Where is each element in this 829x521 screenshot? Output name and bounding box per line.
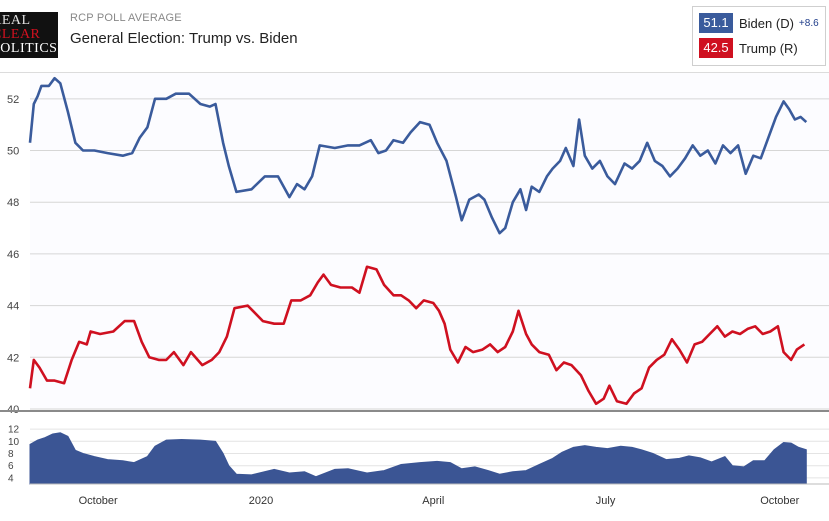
chart-title: General Election: Trump vs. Biden xyxy=(70,30,298,47)
y-tick-label-48: 48 xyxy=(7,197,19,209)
y-tick-label-52: 52 xyxy=(7,94,19,106)
logo-line-1: REAL xyxy=(0,13,31,28)
legend-box: 51.1 Biden (D) +8.6 42.5 Trump (R) xyxy=(692,6,826,66)
spread-area xyxy=(29,432,807,485)
x-tick-label-2020: 2020 xyxy=(249,495,273,507)
trump-series-line xyxy=(28,265,806,406)
legend-value-trump: 42.5 xyxy=(699,38,733,58)
y-tick-label-42: 42 xyxy=(7,352,19,364)
biden-series-line xyxy=(28,76,808,235)
spread-y-tick-label-6: 6 xyxy=(8,461,14,472)
legend-name-trump: Trump (R) xyxy=(739,40,798,56)
spread-y-tick-label-12: 12 xyxy=(8,425,20,436)
x-tick-label-july: July xyxy=(596,495,616,507)
legend-spread: +8.6 xyxy=(798,17,819,29)
y-tick-label-50: 50 xyxy=(7,146,19,158)
x-tick-label-april: April xyxy=(422,495,444,507)
spread-y-tick-label-4: 4 xyxy=(8,473,14,484)
x-tick-label-october: October xyxy=(760,495,799,507)
spread-y-tick-label-10: 10 xyxy=(8,437,20,448)
chart-svg[interactable]: 404244464850524681012October2020AprilJul… xyxy=(0,73,829,516)
main-plot-background xyxy=(30,73,829,409)
legend-item-biden[interactable]: 51.1 Biden (D) +8.6 xyxy=(699,13,819,33)
legend-name-biden: Biden (D) xyxy=(739,15,794,31)
logo-line-2: CLEAR xyxy=(0,27,41,42)
spread-y-tick-label-8: 8 xyxy=(8,449,14,460)
y-tick-label-44: 44 xyxy=(7,301,19,313)
legend-value-biden: 51.1 xyxy=(699,13,733,33)
legend-item-trump[interactable]: 42.5 Trump (R) xyxy=(699,38,798,58)
y-tick-label-46: 46 xyxy=(7,249,19,261)
realclearpolitics-logo[interactable]: REAL CLEAR POLITICS xyxy=(0,12,58,58)
chart-header: REAL CLEAR POLITICS RCP POLL AVERAGE Gen… xyxy=(0,0,829,73)
x-tick-label-october: October xyxy=(79,495,118,507)
logo-line-3: POLITICS xyxy=(0,41,58,56)
chart-area: 404244464850524681012October2020AprilJul… xyxy=(0,73,829,516)
chart-kicker: RCP POLL AVERAGE xyxy=(70,12,182,24)
